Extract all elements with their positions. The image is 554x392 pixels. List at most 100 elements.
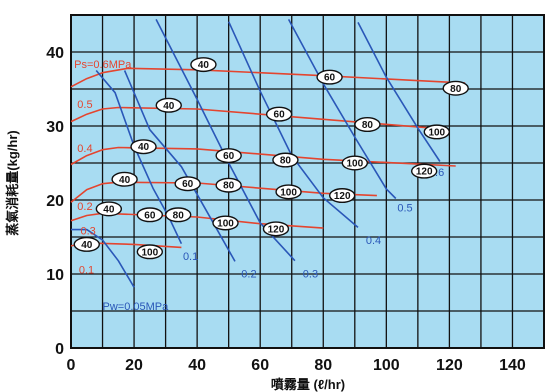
flow-marker: 80 — [165, 207, 192, 223]
flow-marker-oval — [95, 201, 123, 217]
x-tick-label: 20 — [125, 357, 143, 374]
x-tick-label: 80 — [314, 357, 332, 374]
flow-marker: 120 — [410, 163, 438, 179]
water-series-label: Pw=0.05MPa — [103, 301, 170, 313]
x-tick-label: 120 — [436, 357, 463, 374]
steam-series-label: 0.4 — [77, 143, 92, 155]
flow-marker-oval — [423, 124, 450, 140]
flow-marker-label: 80 — [450, 84, 462, 95]
flow-marker: 100 — [275, 184, 302, 200]
flow-marker-label: 120 — [268, 224, 285, 235]
flow-marker-label: 80 — [223, 181, 235, 192]
y-tick-label: 20 — [46, 193, 64, 210]
flow-marker: 40 — [130, 139, 157, 155]
flow-markers: 40 60 80 40 60 80 100 40 60 80 100 120 40 60 80 100 120 4… — [73, 57, 469, 260]
flow-marker-oval — [155, 97, 182, 113]
x-tick-label: 100 — [373, 357, 400, 374]
flow-marker-label: 100 — [141, 247, 158, 258]
flow-marker-oval — [442, 80, 469, 96]
flow-marker-oval — [410, 163, 438, 179]
steam-series-line — [70, 146, 456, 167]
flow-marker-oval — [215, 148, 242, 164]
flow-marker-oval — [165, 207, 192, 223]
flow-marker-label: 60 — [324, 73, 336, 84]
flow-marker: 80 — [354, 117, 381, 133]
x-tick-labels: 0 20 40 60 80 100 120 140 — [67, 357, 526, 374]
flow-marker-oval — [130, 139, 157, 155]
water-series-line — [357, 22, 441, 162]
flow-marker: 80 — [442, 80, 469, 96]
flow-marker-label: 120 — [416, 167, 433, 178]
x-tick-label: 140 — [499, 357, 526, 374]
flow-marker-label: 40 — [103, 204, 115, 215]
y-tick-label: 10 — [46, 267, 64, 284]
water-series-label: 0.4 — [366, 235, 381, 247]
flow-marker: 60 — [174, 176, 201, 192]
y-tick-label: 0 — [55, 341, 64, 358]
x-axis-title: 噴霧量 (ℓ/hr) — [271, 377, 345, 392]
flow-marker: 40 — [111, 171, 138, 187]
flow-marker-oval — [341, 155, 368, 171]
flow-marker-label: 100 — [280, 187, 297, 198]
steam-series-label: 0.1 — [79, 265, 94, 277]
flow-marker: 100 — [136, 244, 164, 260]
flow-marker-label: 40 — [198, 60, 210, 71]
plot-area — [70, 14, 545, 349]
flow-marker: 60 — [265, 106, 293, 122]
flow-marker-oval — [316, 69, 343, 85]
steam-series-label: Ps=0.6MPa — [74, 59, 132, 71]
flow-marker: 40 — [95, 201, 123, 217]
water-series-label: 0.5 — [397, 202, 412, 214]
flow-marker-label: 60 — [274, 110, 286, 121]
flow-marker: 100 — [423, 124, 450, 140]
flow-marker-label: 100 — [217, 218, 234, 229]
y-tick-labels: 0 10 20 30 40 — [46, 45, 64, 358]
flow-marker-oval — [136, 244, 164, 260]
steam-series-label: 0.2 — [77, 201, 92, 213]
flow-marker: 80 — [215, 177, 242, 193]
y-tick-label: 40 — [46, 45, 64, 62]
flow-marker-label: 100 — [346, 159, 363, 170]
flow-marker: 100 — [341, 155, 368, 171]
flow-marker-oval — [354, 117, 381, 133]
flow-marker-oval — [111, 171, 138, 187]
flow-marker-oval — [212, 215, 239, 231]
flow-marker-label: 60 — [182, 179, 194, 190]
steam-series-line — [70, 106, 444, 130]
water-series-line — [123, 70, 236, 262]
x-tick-label: 40 — [188, 357, 206, 374]
flow-marker-oval — [136, 207, 164, 223]
flow-marker-label: 100 — [428, 127, 445, 138]
flow-marker: 100 — [212, 215, 239, 231]
flow-marker-oval — [73, 236, 100, 252]
water-series-label: 0.3 — [303, 268, 318, 280]
flow-marker: 40 — [155, 97, 182, 113]
flow-marker-oval — [262, 221, 290, 237]
flow-marker: 40 — [190, 57, 217, 73]
flow-marker-label: 120 — [334, 191, 351, 202]
flow-marker: 60 — [136, 207, 164, 223]
flow-marker-oval — [174, 176, 201, 192]
water-series-label: 0.1 — [183, 251, 198, 263]
flow-marker-oval — [275, 184, 302, 200]
flow-marker-label: 80 — [280, 156, 292, 167]
water-series-line — [95, 69, 183, 245]
steam-series-label: 0.3 — [80, 225, 95, 237]
flow-marker-oval — [215, 177, 242, 193]
flow-marker-label: 60 — [144, 210, 156, 221]
steam-series-label: 0.5 — [77, 99, 92, 111]
flow-marker: 80 — [272, 152, 299, 168]
water-series-line — [287, 19, 397, 200]
flow-marker-label: 40 — [138, 142, 150, 153]
x-tick-label: 0 — [67, 357, 76, 374]
flow-marker: 60 — [316, 69, 343, 85]
flow-marker-label: 80 — [362, 120, 374, 131]
flow-marker: 120 — [328, 188, 356, 204]
y-tick-label: 30 — [46, 119, 64, 136]
flow-marker: 120 — [262, 221, 290, 237]
flow-marker-label: 40 — [163, 101, 175, 112]
y-axis-title: 蒸氣消耗量(kg/hr) — [5, 130, 20, 235]
flow-marker-oval — [190, 57, 217, 73]
water-series-line — [71, 228, 135, 288]
